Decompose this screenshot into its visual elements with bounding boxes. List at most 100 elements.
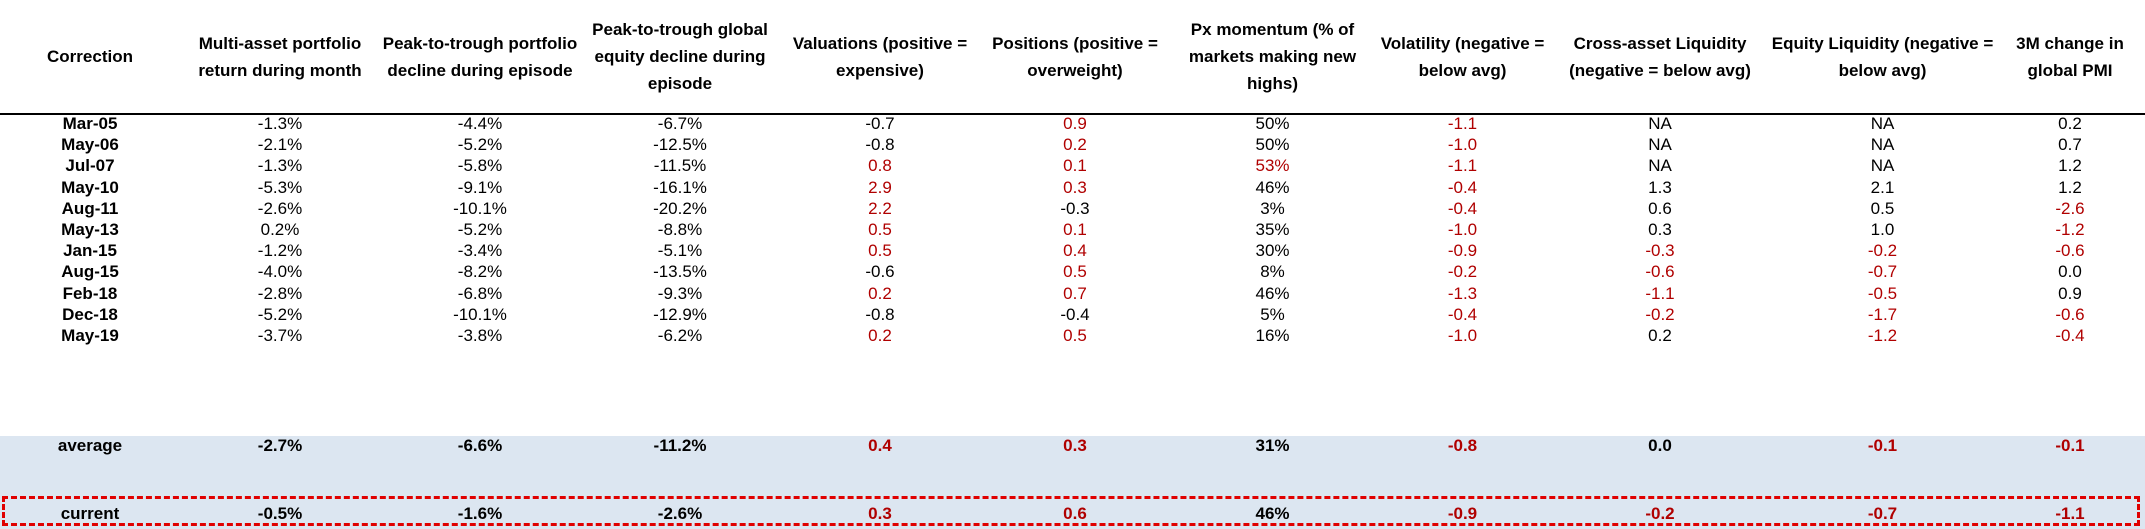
table-cell: -0.9	[1447, 241, 1478, 261]
table-cell: 0.9	[1063, 114, 1087, 133]
table-cell: -2.6%	[657, 504, 703, 523]
table-cell: 0.3	[868, 504, 892, 523]
average-row-band	[0, 436, 2145, 496]
table-cell: -0.5%	[257, 504, 303, 523]
row-label: May-13	[61, 220, 119, 239]
table-cell: -0.8	[865, 304, 895, 324]
table-row[interactable]: May-10 -5.3% -9.1% -16.1% 2.9 0.3 46% -0.4 1.3 2.…	[0, 173, 2145, 202]
table-cell: 3%	[1260, 198, 1285, 218]
table-cell: NA	[1648, 114, 1672, 133]
table-cell: 0.5	[868, 241, 892, 261]
table-row[interactable]: May-06 -2.1% -5.2% -12.5% -0.8 0.2 50% -1.0 NA NA…	[0, 130, 2145, 159]
table-cell: -0.1	[2055, 436, 2085, 455]
table-cell: -5.1%	[657, 241, 703, 261]
header-positions[interactable]: Positions (positive = overweight)	[992, 33, 1158, 80]
table-cell: 0.8	[868, 156, 892, 176]
table-cell: -12.5%	[653, 135, 707, 155]
row-label: Jul-07	[65, 156, 115, 176]
table-cell: -0.6	[2055, 241, 2085, 261]
table-cell: 30%	[1255, 241, 1290, 261]
table-cell: 2.9	[868, 177, 892, 197]
table-cell: -0.6	[1645, 262, 1675, 282]
table-cell: -0.4	[1447, 198, 1478, 218]
table-row[interactable]: Aug-11 -2.6% -10.1% -20.2% 2.2 -0.3 3% -0.4 0.6 0…	[0, 194, 2145, 223]
table-cell: 35%	[1255, 220, 1290, 239]
table-cell: 0.5	[868, 220, 892, 239]
row-label: Aug-11	[61, 198, 119, 218]
table-cell: 0.2	[1063, 135, 1087, 155]
table-cell: 1.0	[1870, 220, 1895, 239]
table-cell: 1.2	[2058, 156, 2082, 176]
table-cell: -1.1	[1447, 156, 1478, 176]
header-multi-asset-return[interactable]: Multi-asset portfolio return during mont…	[198, 33, 362, 80]
table-cell: -0.2	[1447, 262, 1478, 282]
header-cross-asset-liquidity[interactable]: Cross-asset Liquidity (negative = below …	[1569, 33, 1751, 80]
table-row[interactable]: Feb-18 -2.8% -6.8% -9.3% 0.2 0.7 46% -1.3 -1.1 -0…	[0, 279, 2145, 308]
table-cell: -5.8%	[457, 156, 503, 176]
header-equity-liquidity[interactable]: Equity Liquidity (negative = below avg)	[1771, 33, 1994, 80]
table-row[interactable]: Dec-18 -5.2% -10.1% -12.9% -0.8 -0.4 5% -0.4 -0.…	[0, 300, 2145, 329]
table-cell: -0.2	[1645, 504, 1675, 523]
header-portfolio-decline[interactable]: Peak-to-trough portfolio decline during …	[382, 33, 578, 80]
table-cell: 0.5	[1063, 326, 1087, 345]
table-cell: 1.3	[1648, 177, 1672, 197]
header-pmi-change[interactable]: 3M change in global PMI	[2016, 33, 2124, 80]
table-cell: -0.8	[1447, 436, 1478, 455]
table-cell: -10.1%	[453, 198, 507, 218]
current-row[interactable]: current -0.5% -1.6% -2.6% 0.3 0.6 46% -0.9 -0.2 -…	[0, 499, 2145, 528]
table-cell: 0.1	[1063, 156, 1087, 176]
table-header-row: Correction Multi-asset portfolio return …	[0, 0, 2145, 115]
table-cell: -1.1	[1645, 283, 1675, 303]
header-volatility[interactable]: Volatility (negative = below avg)	[1380, 33, 1545, 80]
table-cell: -0.2	[1645, 304, 1675, 324]
table-row[interactable]: Jul-07 -1.3% -5.8% -11.5% 0.8 0.1 53% -1.1 NA NA 1…	[0, 151, 2145, 180]
table-cell: -1.3%	[257, 156, 303, 176]
table-row[interactable]: Aug-15 -4.0% -8.2% -13.5% -0.6 0.5 8% -0.2 -0.6 -…	[0, 257, 2145, 286]
table-row[interactable]: Jan-15 -1.2% -3.4% -5.1% 0.5 0.4 30% -0.9 -0.3 -0…	[0, 236, 2145, 265]
table-cell: -12.9%	[653, 304, 707, 324]
table-cell: 46%	[1255, 283, 1290, 303]
row-label: Feb-18	[62, 283, 118, 303]
row-label: Mar-05	[62, 114, 118, 133]
header-equity-decline[interactable]: Peak-to-trough global equity decline dur…	[592, 20, 768, 93]
table-cell: NA	[1870, 156, 1895, 176]
table-cell: NA	[1870, 114, 1895, 133]
table-cell: 2.1	[1870, 177, 1895, 197]
table-cell: -8.8%	[657, 220, 703, 239]
table-cell: -0.7	[865, 114, 895, 133]
table-row[interactable]: May-13 0.2% -5.2% -8.8% 0.5 0.1 35% -1.0 0.3 1.0 -…	[0, 215, 2145, 244]
table-cell: 0.7	[2058, 135, 2082, 155]
table-cell: -1.0	[1447, 220, 1478, 239]
table-cell: -11.2%	[653, 436, 707, 455]
table-cell: 0.5	[1063, 262, 1087, 282]
table-cell: -0.1	[1867, 436, 1898, 455]
table-cell: -2.8%	[257, 283, 303, 303]
table-row[interactable]: Mar-05 -1.3% -4.4% -6.7% -0.7 0.9 50% -1.1 NA NA 0…	[0, 109, 2145, 138]
table-cell: -0.6	[2055, 304, 2085, 324]
table-cell: 2.2	[868, 198, 892, 218]
table-cell: -0.7	[1867, 262, 1898, 282]
table-cell: -20.2%	[653, 198, 707, 218]
table-cell: -0.6	[865, 262, 895, 282]
table-cell: -5.3%	[257, 177, 303, 197]
table-cell: -1.2	[2055, 220, 2085, 239]
table-cell: -6.2%	[657, 326, 703, 345]
header-px-momentum[interactable]: Px momentum (% of markets making new hig…	[1188, 20, 1357, 93]
table-cell: -5.2%	[457, 135, 503, 155]
table-cell: -9.3%	[657, 283, 703, 303]
header-correction[interactable]: Correction	[47, 47, 133, 66]
table-cell: -5.2%	[457, 220, 503, 239]
table-cell: -1.2	[1867, 326, 1898, 345]
header-valuations[interactable]: Valuations (positive = expensive)	[792, 33, 968, 80]
table-cell: -0.3	[1060, 198, 1090, 218]
table-cell: -10.1%	[453, 304, 507, 324]
table-cell: -3.8%	[457, 326, 503, 345]
table-cell: -0.2	[1867, 241, 1898, 261]
table-cell: -1.0	[1447, 135, 1478, 155]
table-cell: 5%	[1260, 304, 1285, 324]
row-label: May-19	[61, 326, 119, 345]
table-cell: 46%	[1255, 504, 1290, 523]
table-row[interactable]: May-19 -3.7% -3.8% -6.2% 0.2 0.5 16% -1.0 0.2 -1.…	[0, 321, 2145, 350]
average-row[interactable]: average -2.7% -6.6% -11.2% 0.4 0.3 31% -0.8 0.0 -…	[0, 431, 2145, 460]
table-cell: 0.2	[2058, 114, 2082, 133]
